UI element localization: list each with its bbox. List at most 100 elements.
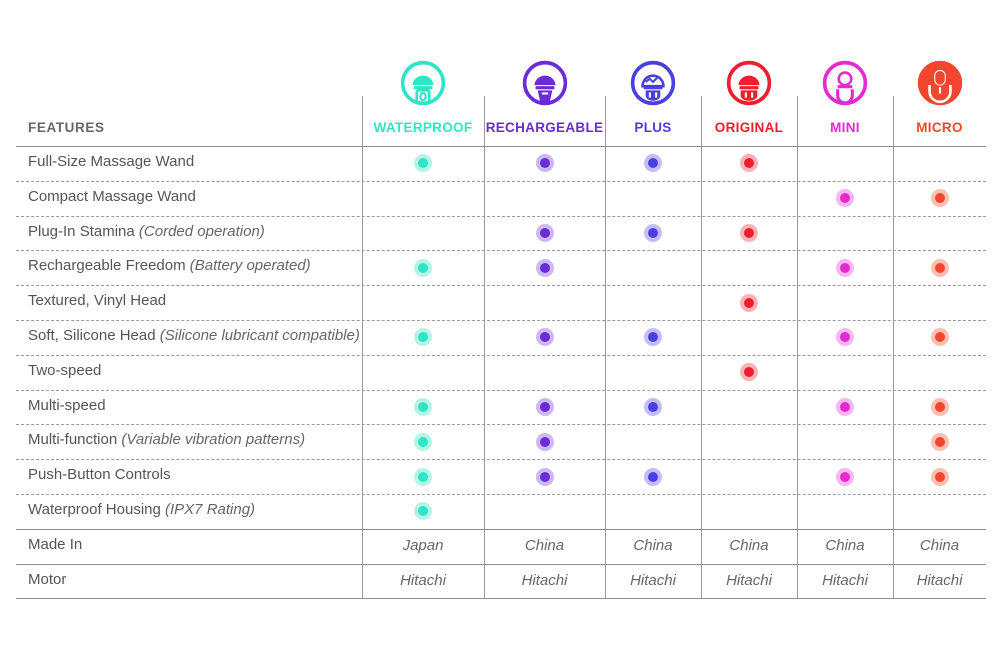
- feature-name: Push-Button Controls: [28, 466, 171, 484]
- feature-label: Full-Size Massage Wand: [28, 153, 194, 170]
- spec-value: Japan: [402, 536, 444, 554]
- feature-dot-rechargeable: [535, 258, 554, 277]
- feature-name: Rechargeable Freedom: [28, 257, 186, 275]
- column-header-mini: MINI: [797, 0, 893, 146]
- row-divider: [16, 459, 986, 461]
- row-divider: [16, 354, 986, 356]
- spec-value: China: [825, 536, 865, 554]
- spec-value: Hitachi: [916, 571, 963, 589]
- feature-dot-rechargeable: [535, 154, 554, 173]
- spec-value: China: [729, 536, 769, 554]
- feature-note: (Battery operated): [185, 257, 311, 275]
- feature-label: Rechargeable Freedom (Battery operated): [28, 257, 311, 274]
- spec-value: China: [524, 536, 565, 554]
- feature-note: (Variable vibration patterns): [117, 431, 306, 449]
- column-divider: [362, 96, 363, 599]
- feature-dot-waterproof: [414, 502, 432, 521]
- feature-label: Compact Massage Wand: [28, 188, 196, 205]
- feature-dot-original: [740, 224, 758, 242]
- column-divider: [701, 96, 702, 599]
- row-divider: [16, 320, 986, 321]
- spec-value: China: [633, 536, 673, 554]
- feature-dot-micro: [930, 328, 949, 347]
- feature-note: (Corded operation): [134, 222, 265, 240]
- feature-dot-micro: [930, 258, 949, 277]
- feature-label: Waterproof Housing (IPX7 Rating): [28, 501, 255, 518]
- feature-name: Waterproof Housing: [28, 501, 161, 518]
- feature-name: Compact Massage Wand: [28, 187, 196, 205]
- row-divider: [16, 146, 986, 147]
- feature-dot-mini: [836, 328, 854, 347]
- feature-dot-plus: [644, 398, 662, 416]
- column-name: MINI: [830, 120, 860, 135]
- feature-dot-waterproof: [414, 328, 432, 347]
- feature-dot-mini: [836, 189, 854, 208]
- feature-label: Soft, Silicone Head (Silicone lubricant …: [28, 327, 360, 344]
- column-name: WATERPROOF: [373, 120, 473, 135]
- feature-dot-micro: [930, 467, 949, 486]
- feature-dot-mini: [836, 398, 854, 416]
- column-divider: [797, 96, 798, 599]
- feature-dot-rechargeable: [535, 432, 554, 451]
- row-divider: [16, 494, 986, 495]
- feature-dot-plus: [644, 154, 662, 173]
- feature-dot-plus: [644, 328, 662, 347]
- column-header-rechargeable: RECHARGEABLE: [484, 0, 605, 146]
- spec-value: Hitachi: [822, 571, 868, 589]
- spec-value: China: [919, 536, 960, 554]
- feature-dot-micro: [930, 398, 949, 416]
- row-divider: [16, 389, 986, 391]
- feature-name: Full-Size Massage Wand: [28, 153, 195, 170]
- feature-dot-original: [740, 363, 758, 382]
- feature-dot-waterproof: [414, 258, 432, 277]
- feature-dot-micro: [930, 432, 949, 451]
- row-divider: [16, 215, 986, 217]
- spec-label: Motor: [28, 570, 67, 588]
- spec-value: Hitachi: [726, 571, 772, 589]
- feature-label: Multi-speed: [28, 397, 106, 414]
- feature-name: Multi-speed: [28, 396, 106, 414]
- feature-name: Plug-In Stamina: [28, 222, 135, 240]
- row-divider: [16, 598, 986, 600]
- feature-dot-mini: [836, 467, 854, 486]
- feature-dot-waterproof: [414, 432, 432, 451]
- feature-dot-original: [740, 293, 758, 312]
- comparison-table: FEATURES WATERPROOF RECHARGEABLE PLUS OR…: [16, 0, 986, 666]
- feature-dot-rechargeable: [535, 467, 554, 486]
- row-divider: [16, 424, 986, 426]
- spec-value: Hitachi: [400, 571, 446, 589]
- feature-label: Plug-In Stamina (Corded operation): [28, 223, 265, 240]
- feature-dot-plus: [644, 224, 662, 242]
- column-divider: [484, 96, 485, 599]
- feature-dot-rechargeable: [535, 224, 554, 242]
- column-header-micro: MICRO: [893, 0, 986, 146]
- row-divider: [16, 180, 986, 182]
- spec-value: Hitachi: [521, 571, 568, 589]
- feature-dot-waterproof: [414, 467, 432, 486]
- feature-dot-waterproof: [414, 154, 432, 173]
- feature-label: Two-speed: [28, 362, 101, 379]
- feature-dot-waterproof: [414, 398, 432, 416]
- feature-name: Multi-function: [28, 431, 118, 449]
- column-header-original: ORIGINAL: [701, 0, 797, 146]
- column-divider: [605, 96, 606, 599]
- feature-note: (IPX7 Rating): [160, 501, 256, 518]
- column-name: RECHARGEABLE: [485, 120, 604, 135]
- column-name: PLUS: [634, 120, 672, 135]
- column-name: ORIGINAL: [714, 120, 784, 135]
- row-divider: [16, 250, 986, 252]
- row-divider: [16, 528, 986, 530]
- row-divider: [16, 563, 986, 565]
- column-header-plus: PLUS: [605, 0, 701, 146]
- feature-label: Multi-function (Variable vibration patte…: [28, 431, 305, 448]
- feature-name: Soft, Silicone Head: [28, 327, 156, 344]
- feature-dot-micro: [930, 189, 949, 208]
- feature-dot-rechargeable: [535, 328, 554, 347]
- feature-dot-rechargeable: [535, 398, 554, 416]
- feature-label: Textured, Vinyl Head: [28, 292, 166, 309]
- feature-name: Two-speed: [28, 361, 102, 379]
- column-divider: [893, 96, 894, 599]
- column-name: MICRO: [916, 120, 963, 135]
- row-divider: [16, 285, 986, 287]
- feature-dot-original: [740, 154, 758, 173]
